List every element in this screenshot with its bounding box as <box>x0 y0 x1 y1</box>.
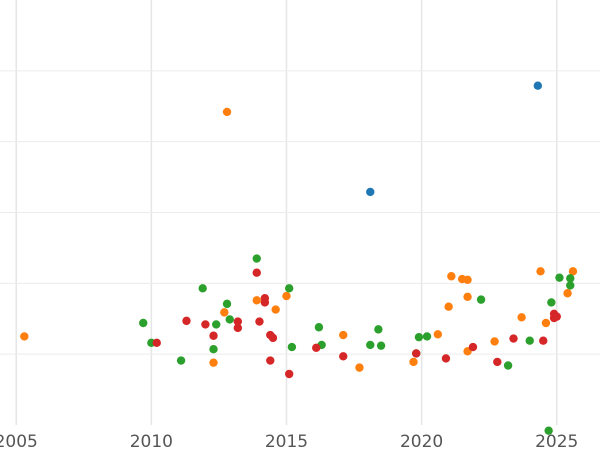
data-point-series-3 <box>503 361 513 370</box>
x-tick-label: 2025 <box>535 432 578 450</box>
data-point-series-3 <box>566 281 575 290</box>
data-point-series-4 <box>266 356 275 365</box>
data-point-series-2 <box>433 330 443 339</box>
data-point-series-2 <box>220 308 229 317</box>
data-point-series-1 <box>533 81 543 90</box>
data-point-series-3 <box>414 332 424 342</box>
data-point-series-4 <box>552 312 561 321</box>
x-tick-label: 2010 <box>130 432 173 450</box>
data-point-series-3 <box>225 315 234 324</box>
data-point-series-2 <box>355 363 364 372</box>
data-point-series-2 <box>447 272 456 281</box>
data-point-series-4 <box>233 323 243 333</box>
x-tick-labels: 2005 2010 2015 2020 2025 <box>0 432 578 450</box>
data-point-series-4 <box>493 357 502 367</box>
y-gridlines <box>0 70 600 355</box>
data-point-series-4 <box>252 268 261 277</box>
data-point-series-2 <box>463 292 472 301</box>
data-point-series-2 <box>463 275 472 284</box>
data-point-series-4 <box>312 343 321 352</box>
data-point-series-4 <box>284 369 294 379</box>
data-point-series-4 <box>441 354 451 363</box>
data-point-series-4 <box>201 320 210 329</box>
data-point-series-3 <box>252 254 261 263</box>
data-point-series-4 <box>468 342 478 352</box>
data-point-series-3 <box>376 341 386 350</box>
data-point-series-2 <box>541 318 551 328</box>
data-point-series-4 <box>233 317 243 326</box>
data-point-series-2 <box>490 337 499 346</box>
data-point-series-2 <box>222 107 232 117</box>
data-point-series-4 <box>268 333 278 343</box>
data-point-series-3 <box>314 323 324 332</box>
data-point-series-3 <box>176 356 186 365</box>
data-point-series-3 <box>555 273 564 282</box>
data-point-series-3 <box>222 299 232 309</box>
data-point-series-2 <box>209 358 218 367</box>
data-point-series-3 <box>566 274 575 283</box>
data-point-series-4 <box>412 349 421 358</box>
data-point-series-1 <box>366 187 375 197</box>
data-points <box>20 81 578 435</box>
data-point-series-2 <box>339 330 348 340</box>
x-tick-label: 2015 <box>265 432 308 450</box>
data-point-series-2 <box>563 289 572 298</box>
data-point-series-4 <box>209 331 218 340</box>
data-point-series-4 <box>182 316 191 326</box>
data-point-series-4 <box>260 298 270 307</box>
data-point-series-3 <box>374 325 383 334</box>
data-point-series-4 <box>509 334 518 343</box>
data-point-series-4 <box>339 352 348 361</box>
data-point-series-2 <box>252 296 261 305</box>
data-point-series-4 <box>255 317 264 326</box>
data-point-series-3 <box>287 342 297 352</box>
data-point-series-2 <box>444 302 453 311</box>
data-point-series-3 <box>212 320 221 329</box>
data-point-series-4 <box>152 338 161 348</box>
data-point-series-2 <box>568 267 578 276</box>
data-point-series-3 <box>284 284 294 293</box>
data-point-series-3 <box>209 345 218 354</box>
data-point-series-2 <box>271 305 280 314</box>
data-point-series-3 <box>476 295 486 304</box>
data-point-series-3 <box>422 332 432 341</box>
data-point-series-2 <box>282 291 291 301</box>
data-point-series-3 <box>139 318 148 328</box>
data-point-series-2 <box>517 313 526 322</box>
data-point-series-2 <box>409 357 418 367</box>
data-point-series-3 <box>544 426 553 435</box>
data-point-series-4 <box>539 336 548 345</box>
x-tick-label: 2020 <box>400 432 443 450</box>
data-point-series-3 <box>198 284 207 293</box>
data-point-series-3 <box>547 298 556 307</box>
data-point-series-3 <box>366 340 375 350</box>
data-point-series-3 <box>525 336 534 345</box>
data-point-series-2 <box>536 267 545 276</box>
data-point-series-2 <box>20 332 29 341</box>
x-tick-label: 2005 <box>0 432 38 450</box>
